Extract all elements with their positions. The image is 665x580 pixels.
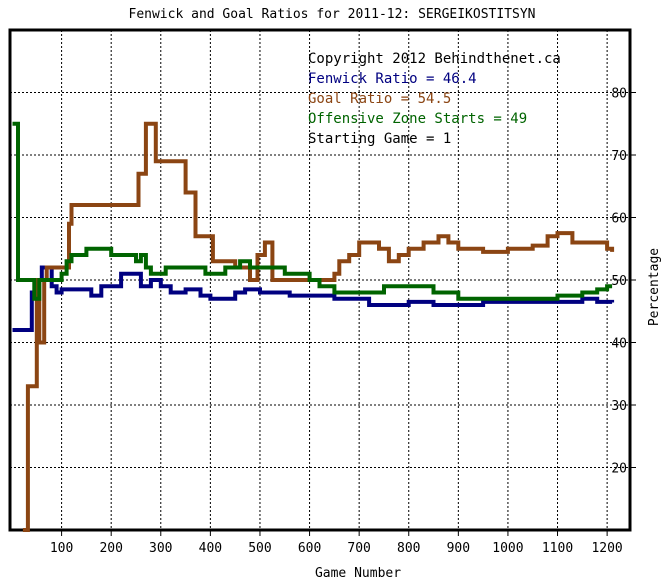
x-axis-label: Game Number: [315, 566, 401, 580]
x-tick-label-2: 300: [149, 541, 172, 556]
x-tick-label-1: 200: [99, 541, 122, 556]
y-tick-label-1: 30: [611, 399, 627, 414]
y-tick-label-3: 50: [611, 274, 627, 289]
annotation-0: Copyright 2012 Behindthenet.ca: [308, 51, 561, 67]
annotation-2: Goal Ratio = 54.5: [308, 91, 451, 107]
x-tick-label-7: 800: [397, 541, 420, 556]
annotation-1: Fenwick Ratio = 46.4: [308, 71, 477, 87]
x-tick-label-10: 1100: [542, 541, 573, 556]
x-tick-label-6: 700: [347, 541, 370, 556]
annotation-3: Offensive Zone Starts = 49: [308, 111, 527, 127]
y-tick-label-5: 70: [611, 149, 627, 164]
x-tick-label-3: 400: [199, 541, 222, 556]
annotation-4: Starting Game = 1: [308, 131, 451, 147]
y-tick-label-4: 60: [611, 212, 627, 227]
plot-area: 100 200 300 400 500 600 700 800 900 1000 1100 1200 2…: [8, 28, 636, 556]
x-tick-label-5: 600: [298, 541, 321, 556]
y-tick-label-0: 20: [611, 462, 627, 477]
series-line-0: [12, 265, 615, 332]
series-line-2: [12, 121, 613, 301]
x-tick-label-8: 900: [447, 541, 470, 556]
y-tick-label-2: 40: [611, 337, 627, 352]
x-tick-label-9: 1000: [492, 541, 523, 556]
x-tick-label-11: 1200: [591, 541, 622, 556]
x-tick-label-0: 100: [50, 541, 73, 556]
y-tick-label-6: 80: [611, 87, 627, 102]
x-tick-label-4: 500: [248, 541, 271, 556]
series-line-1: [22, 121, 615, 532]
chart-title: Fenwick and Goal Ratios for 2011-12: SER…: [129, 7, 536, 22]
y-axis-label: Percentage: [647, 248, 662, 326]
